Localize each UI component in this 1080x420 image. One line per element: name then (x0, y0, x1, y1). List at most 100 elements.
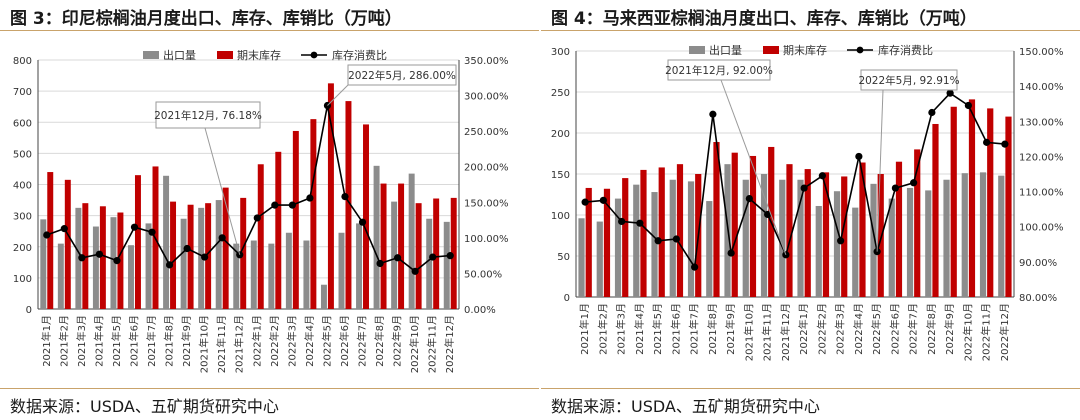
left-stock-bar (380, 183, 387, 309)
left-stock-bar (99, 206, 106, 309)
right-ratio-point (818, 172, 826, 180)
right-annotation-label: 2022年5月, 92.91% (858, 74, 959, 87)
left-stock-bar (345, 101, 352, 310)
left-x-tick-label: 2022年8月 (373, 315, 386, 367)
left-chart-svg: 0 100 200 300 400 500 600 700 800 0.00% 50.00% 100.… (13, 48, 509, 373)
left-export-bar (268, 243, 275, 309)
left-y2-tick-label: 150.00% (464, 198, 509, 209)
left-annotation-label: 2021年12月, 76.18% (154, 109, 262, 122)
right-x-tick-label: 2021年5月 (651, 303, 664, 355)
right-x-tick-label: 2022年1月 (797, 303, 810, 355)
left-export-bar (180, 218, 187, 309)
right-legend-stock-label: 期末库存 (783, 43, 827, 57)
right-export-bar (779, 179, 786, 297)
left-stock-bar (363, 124, 369, 310)
left-y-tick-label: 0 (26, 305, 32, 316)
left-export-bar (110, 217, 117, 309)
right-y-tick-label: 250 (551, 88, 570, 99)
left-chart-source: 数据来源：USDA、五矿期货研究中心 (10, 397, 279, 416)
right-x-tick-label: 2022年6月 (888, 303, 901, 355)
right-x-tick-label: 2022年8月 (925, 303, 938, 355)
left-ratio-point (306, 194, 314, 202)
right-x-tick-label: 2021年10月 (742, 303, 755, 361)
left-annotation-leader (204, 127, 241, 255)
right-legend-export-swatch (689, 46, 705, 54)
right-x-tick-label: 2021年11月 (761, 303, 774, 361)
right-x-tick-label: 2021年4月 (633, 303, 646, 355)
left-chart-title: 图 3：印尼棕榈油月度出口、库存、库销比（万吨） (10, 9, 402, 29)
right-export-bar (578, 218, 585, 297)
right-export-bar (961, 173, 968, 297)
right-y-tick-label: 300 (551, 47, 570, 58)
right-stock-bar (786, 164, 793, 297)
left-ratio-point (148, 228, 156, 236)
right-annotation-box (667, 59, 771, 81)
right-x-tick-label: 2022年5月 (870, 303, 883, 355)
left-title-rule (0, 30, 539, 31)
left-y-tick-label: 300 (13, 212, 32, 223)
left-export-bar (128, 245, 134, 309)
left-x-tick-label: 2022年4月 (303, 315, 316, 367)
right-ratio-point (618, 217, 626, 226)
right-export-bar (596, 221, 603, 297)
right-x-tick-label: 2022年2月 (815, 303, 828, 355)
right-chart-source: 数据来源：USDA、五矿期货研究中心 (551, 397, 820, 416)
right-legend-ratio-marker (856, 46, 864, 54)
left-x-tick-label: 2021年3月 (75, 315, 88, 367)
right-x-tick-label: 2022年3月 (834, 303, 847, 355)
right-stock-bar (932, 123, 939, 297)
right-stock-bar (713, 142, 720, 297)
left-x-tick-label: 2022年12月 (443, 315, 456, 373)
left-y-tick-label: 500 (13, 149, 32, 160)
right-x-tick-label: 2021年12月 (779, 303, 792, 361)
left-ratio-point (183, 244, 191, 253)
right-export-bar (979, 172, 987, 297)
right-y2-tick-label: 120.00% (1019, 152, 1064, 163)
left-ratio-point (113, 257, 121, 265)
right-x-tick-label: 2021年8月 (706, 303, 719, 355)
left-x-tick-label: 2021年2月 (57, 315, 70, 367)
left-y2-tick-label: 250.00% (464, 127, 509, 138)
left-y-tick-label: 700 (13, 87, 32, 98)
right-x-tick-label: 2022年12月 (998, 303, 1011, 361)
right-chart-svg: 0 50 100 150 200 250 300 80.00% 90.00% 100.00% 110… (551, 43, 1064, 361)
left-stock-bar (170, 201, 177, 309)
left-stock-bar (433, 198, 440, 309)
left-stock-bar (240, 197, 247, 309)
left-x-tick-label: 2021年10月 (198, 315, 211, 373)
right-ratio-point (709, 110, 717, 118)
left-legend-export-swatch (143, 51, 159, 59)
left-ratio-point (60, 225, 68, 233)
left-ratio-point (271, 201, 279, 209)
left-x-tick-label: 2022年2月 (268, 315, 281, 367)
right-export-bar (760, 174, 768, 297)
left-x-tick-label: 2022年9月 (391, 315, 404, 367)
right-ratio-point (910, 179, 918, 187)
left-x-tick-label: 2022年6月 (338, 315, 351, 367)
right-ratio-point (672, 235, 680, 243)
right-legend-stock-swatch (763, 46, 779, 54)
right-export-bar (687, 181, 695, 297)
left-export-bar (356, 223, 363, 309)
left-ratio-point (78, 254, 86, 262)
left-stock-bar (292, 130, 299, 309)
left-ratio-point (446, 252, 454, 260)
right-ratio-point (727, 249, 735, 257)
right-ratio-point (691, 263, 699, 271)
left-y2-tick-label: 300.00% (464, 92, 509, 103)
left-export-bar (391, 201, 398, 309)
left-export-bar (57, 243, 64, 309)
left-stock-bar (47, 172, 54, 309)
left-x-tick-label: 2022年11月 (426, 315, 439, 373)
right-ratio-point (581, 198, 589, 206)
right-stock-bar (895, 161, 903, 297)
right-export-bar (651, 192, 658, 297)
right-export-bar (906, 187, 914, 297)
right-chart-title: 图 4：马来西亚棕榈油月度出口、库存、库销比（万吨） (551, 9, 977, 29)
left-stock-bar (327, 83, 334, 309)
left-stock-bar (134, 175, 141, 309)
left-ratio-point (253, 214, 261, 222)
left-y2-tick-label: 200.00% (464, 163, 509, 174)
right-y2-tick-label: 100.00% (1019, 223, 1064, 234)
left-ratio-point (43, 231, 51, 239)
